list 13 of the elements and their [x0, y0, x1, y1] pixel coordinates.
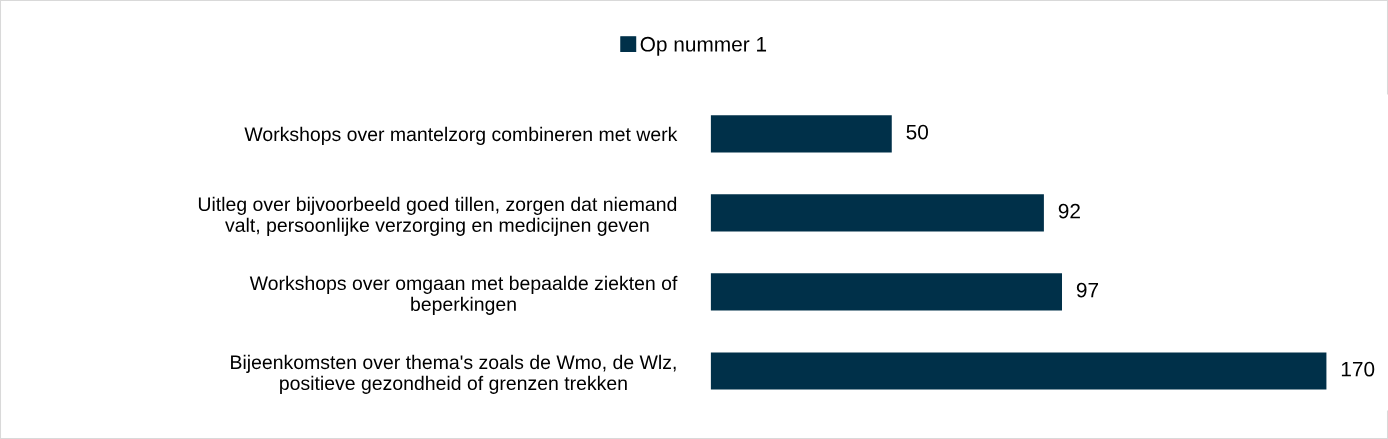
bar — [710, 115, 892, 153]
data-label: 170 — [1341, 361, 1375, 377]
y-tick-label: Uitleg over bijvoorbeeld goed tillen, zorgen dat niemand valt, persoonlijke verzorging en medicijnen geven — [198, 196, 677, 236]
data-label: 97 — [1076, 282, 1099, 298]
data-label: 92 — [1058, 203, 1080, 219]
y-tick-label: Bijeenkomsten over thema's zoals de Wmo, de Wlz, positieve gezondheid of grenzen trekken — [231, 354, 676, 394]
y-tick-label: Workshops over omgaan met bepaalde ziekten of beperkingen — [249, 275, 678, 315]
bar — [710, 352, 1327, 390]
legend-label: Op nummer 1 — [640, 36, 767, 56]
bar — [710, 194, 1044, 232]
bar — [710, 273, 1063, 311]
data-label: 50 — [906, 124, 929, 140]
y-tick-label: Workshops over mantelzorg combineren met werk — [244, 126, 678, 145]
